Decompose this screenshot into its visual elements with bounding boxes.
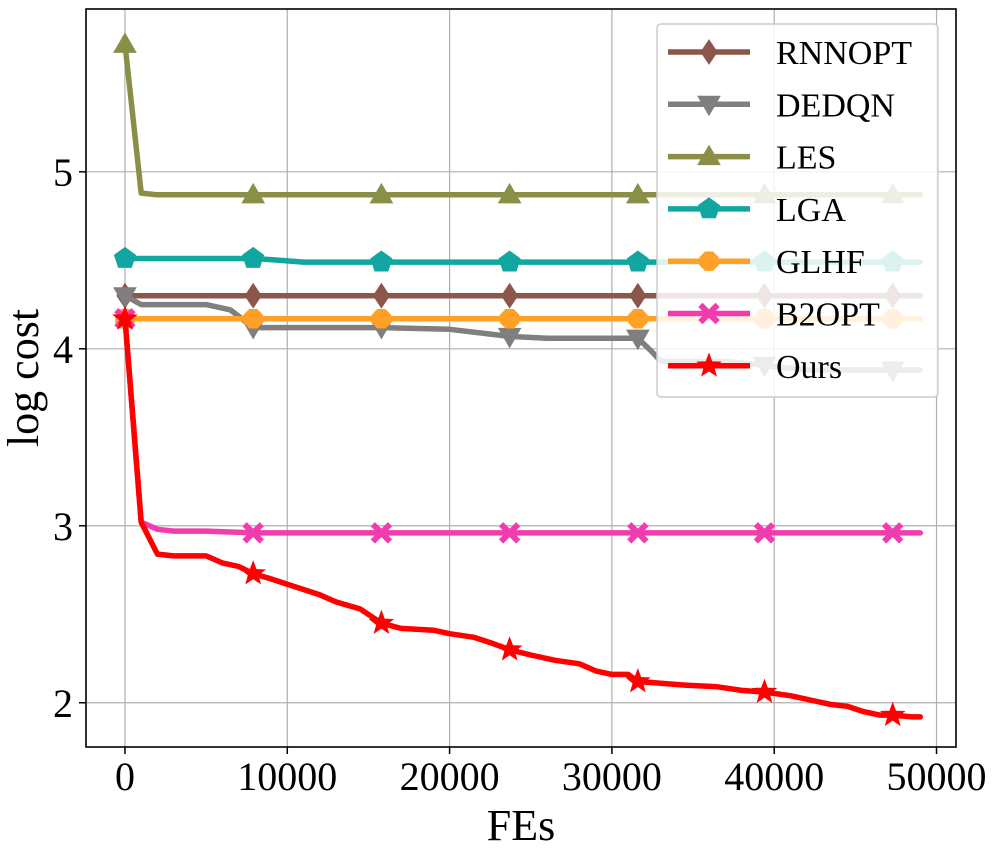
axis-ticks: 0 10000 20000 30000 40000 50000 2 3 4 5 [53, 150, 987, 799]
x-tick-label: 30000 [562, 754, 662, 799]
y-tick-label: 3 [53, 504, 73, 549]
y-tick-label: 4 [53, 327, 73, 372]
series-marker [113, 32, 137, 53]
series-marker [879, 701, 906, 727]
y-tick-label: 2 [53, 681, 73, 726]
series-marker [698, 302, 720, 325]
series-marker [113, 287, 137, 308]
series-marker [498, 250, 521, 272]
series-marker [627, 522, 649, 544]
series-marker [881, 522, 904, 544]
series-marker [751, 678, 778, 703]
series-marker [243, 309, 263, 329]
series-marker [625, 668, 651, 693]
x-axis-label: FEs [487, 801, 555, 850]
series-marker [369, 182, 394, 204]
series-marker [625, 182, 650, 204]
series-marker [112, 305, 138, 330]
series-marker [372, 282, 391, 309]
x-tick-label: 40000 [724, 754, 824, 799]
legend-label: GLHF [776, 244, 865, 281]
legend-label: LES [776, 140, 836, 177]
series-marker [113, 246, 136, 268]
series-marker [498, 522, 521, 544]
legend-entry-les: LES [668, 140, 836, 177]
series-marker [370, 250, 393, 272]
series-marker [697, 144, 721, 166]
legend-entry-rnnopt: RNNOPT [668, 35, 912, 72]
series-line [122, 255, 924, 265]
x-tick-label: 0 [115, 754, 135, 799]
series-marker [244, 282, 262, 309]
series-marker [496, 636, 523, 661]
legend-entry-dedqn: DEDQN [668, 87, 895, 124]
legend-entry-lga: LGA [668, 192, 846, 229]
series-line [122, 41, 924, 198]
series-marker [501, 282, 519, 309]
series-marker [625, 329, 650, 351]
series-marker [499, 309, 520, 329]
series-ours [112, 305, 924, 727]
series-marker [240, 560, 266, 585]
legend-label: RNNOPT [776, 35, 912, 72]
series-marker [241, 182, 266, 204]
series-marker [628, 309, 648, 329]
legend-entry-ours: Ours [668, 349, 842, 386]
series-marker [497, 182, 522, 204]
legend-box [656, 23, 939, 398]
series-marker [697, 197, 721, 219]
series-marker [242, 246, 265, 268]
series-marker [626, 250, 649, 272]
series-marker [368, 609, 395, 634]
series-marker [370, 522, 393, 544]
series-marker [371, 309, 392, 329]
legend: RNNOPT DEDQN LES LGA GLHF B2OPT Ours [656, 23, 939, 398]
series-marker [697, 95, 721, 117]
legend-entry-glhf: GLHF [668, 244, 865, 281]
series-marker [696, 352, 722, 377]
series-marker [629, 282, 647, 309]
series-marker [699, 251, 719, 271]
series-marker [242, 522, 264, 544]
legend-entry-b2opt: B2OPT [668, 297, 880, 334]
y-axis-label: log cost [0, 309, 48, 447]
legend-label: B2OPT [776, 297, 880, 334]
plot-frame [85, 8, 957, 748]
x-tick-label: 50000 [887, 754, 987, 799]
x-tick-label: 20000 [400, 754, 500, 799]
series-marker [700, 39, 718, 65]
y-tick-label: 5 [53, 150, 73, 195]
x-tick-label: 10000 [237, 754, 337, 799]
legend-label: DEDQN [776, 87, 895, 124]
legend-label: Ours [776, 349, 842, 386]
legend-label: LGA [776, 192, 846, 229]
series-marker [753, 522, 776, 544]
